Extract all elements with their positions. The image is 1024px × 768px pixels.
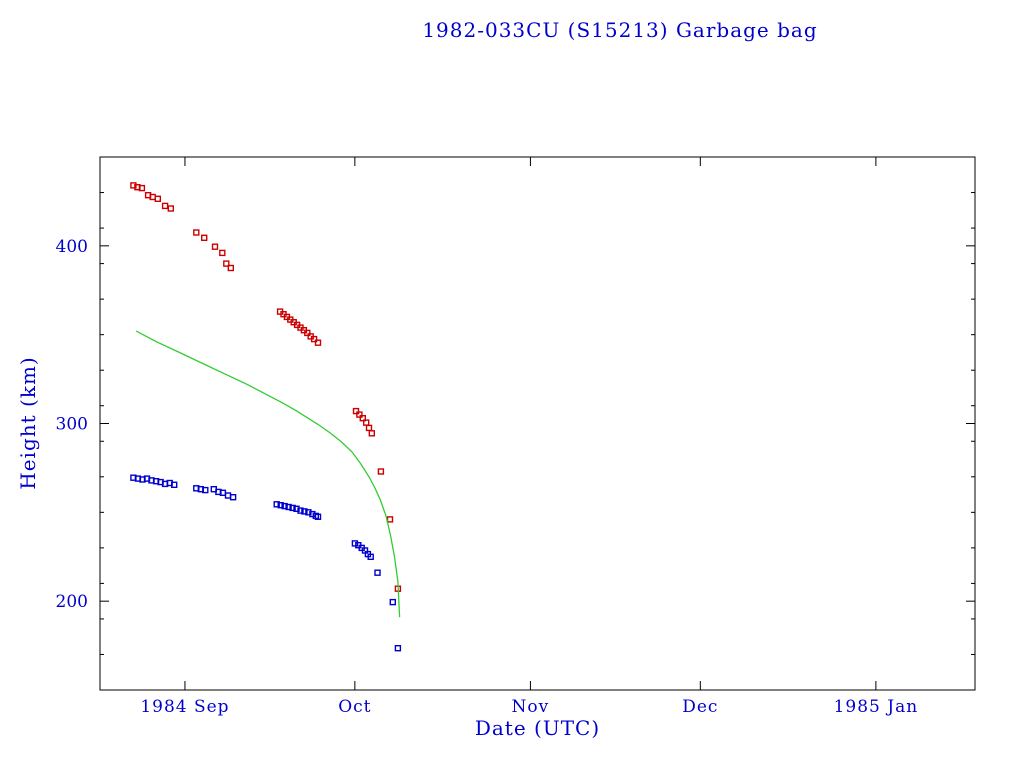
perigee-height-marker [297, 507, 304, 514]
perigee-height-marker [285, 503, 292, 511]
perigee-height-marker [224, 492, 232, 499]
series-perigee-height [130, 474, 402, 652]
perigee-height-marker [289, 504, 296, 512]
perigee-height-marker [229, 494, 237, 501]
apogee-height-marker [314, 339, 322, 346]
perigee-height-marker [374, 569, 381, 576]
apogee-height-marker [352, 407, 360, 415]
apogee-height-marker [377, 468, 385, 475]
apogee-height-marker [386, 516, 394, 523]
perigee-height-marker [170, 481, 178, 488]
perigee-height-marker [277, 502, 284, 509]
perigee-height-marker [202, 486, 209, 494]
apogee-height-marker [219, 249, 226, 257]
x-tick-label: Nov [512, 697, 550, 717]
chart-title: 1982-033CU (S15213) Garbage bag [422, 18, 818, 42]
x-tick-label: 1984 Sep [140, 697, 229, 717]
apogee-height-marker [200, 234, 208, 242]
perigee-height-marker [281, 502, 288, 510]
apogee-height-marker [161, 202, 169, 210]
perigee-height-marker [314, 513, 322, 520]
apogee-height-marker [227, 264, 235, 272]
series-apogee-height [130, 182, 402, 592]
apogee-height-marker [310, 335, 318, 343]
x-tick-label: Dec [682, 697, 718, 717]
plot-frame [99, 156, 976, 691]
series-mean-height [135, 330, 401, 618]
mean-height-line [135, 330, 401, 618]
apogee-height-marker [223, 260, 230, 267]
apogee-height-marker [356, 411, 363, 418]
x-axis-label: Date (UTC) [474, 716, 601, 740]
apogee-height-marker [304, 329, 311, 337]
apogee-height-marker [154, 195, 162, 203]
apogee-height-marker [138, 184, 146, 192]
apogee-height-marker [167, 205, 175, 212]
y-tick-label: 300 [56, 415, 88, 435]
apogee-height-marker [365, 424, 373, 432]
axis-ticks [100, 157, 975, 690]
y-tick-label: 400 [56, 237, 88, 257]
perigee-height-marker [273, 501, 280, 508]
apogee-height-marker [193, 229, 200, 236]
x-tick-label: Oct [338, 697, 371, 717]
perigee-height-marker [301, 508, 308, 515]
perigee-height-marker [305, 509, 312, 516]
perigee-height-marker [394, 645, 402, 652]
perigee-height-marker [367, 553, 374, 560]
apogee-height-marker [368, 430, 375, 437]
y-tick-label: 200 [56, 592, 88, 612]
apogee-height-marker [211, 243, 219, 250]
perigee-height-marker [389, 598, 396, 606]
x-tick-label: 1985 Jan [834, 697, 919, 717]
perigee-height-marker [351, 540, 359, 547]
y-axis-label: Height (km) [16, 356, 40, 490]
apogee-height-marker [359, 415, 366, 422]
